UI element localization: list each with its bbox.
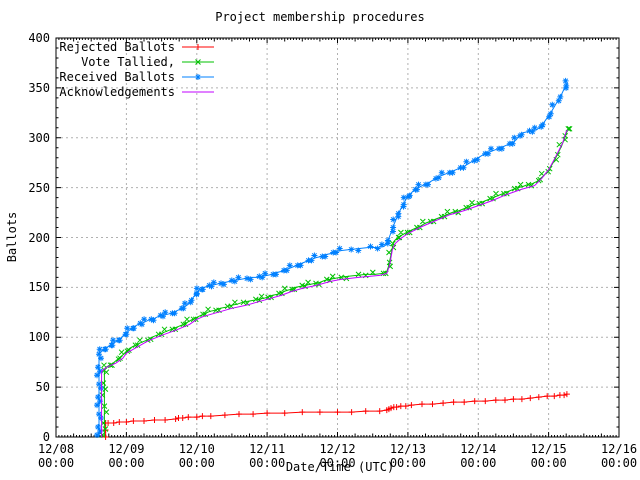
- y-tick-label: 250: [28, 180, 50, 195]
- x-tick-label: 12/15 00:00: [530, 442, 567, 470]
- legend-item: Acknowledgements: [57, 84, 215, 99]
- series-received-ballots: [94, 77, 570, 438]
- legend-item: Vote Tallied,: [57, 54, 215, 69]
- legend-label: Received Ballots: [59, 69, 175, 84]
- y-tick-label: 100: [28, 330, 50, 345]
- x-axis-label: Date/Time (UTC): [285, 460, 395, 474]
- y-tick-label: 50: [35, 380, 50, 395]
- x-tick-label: 12/13 00:00: [389, 442, 426, 470]
- series-acknowledgements: [101, 129, 569, 437]
- legend-label: Rejected Ballots: [59, 39, 175, 54]
- chart-title: Project membership procedures: [215, 10, 425, 24]
- legend-line-sample: [182, 73, 214, 80]
- legend-label: Vote Tallied,: [81, 54, 175, 69]
- x-tick-label: 12/16 00:00: [600, 442, 638, 470]
- x-tick-label: 12/09 00:00: [108, 442, 145, 470]
- y-tick-label: 350: [28, 80, 50, 95]
- legend-line-sample: [182, 58, 214, 65]
- y-tick-label: 200: [28, 230, 50, 245]
- series-rejected-ballots: [102, 391, 570, 440]
- x-tick-label: 12/14 00:00: [460, 442, 497, 470]
- y-tick-label: 300: [28, 130, 50, 145]
- legend-item: Received Ballots: [57, 69, 215, 84]
- y-tick-label: 400: [28, 31, 50, 45]
- legend-line-sample: [182, 43, 214, 50]
- x-tick-label: 12/12 00:00: [319, 442, 356, 470]
- legend-label: Acknowledgements: [59, 84, 175, 99]
- x-tick-label: 12/08 00:00: [37, 442, 75, 470]
- y-tick-label: 150: [28, 280, 50, 295]
- y-tick-label: 0: [42, 430, 50, 444]
- x-tick-label: 12/10 00:00: [178, 442, 215, 470]
- legend: Rejected Ballots Vote Tallied, Received Ba…: [57, 39, 215, 99]
- series-vote-tallied-: [99, 125, 573, 438]
- legend-line-sample: [182, 91, 214, 92]
- legend-item: Rejected Ballots: [57, 39, 215, 54]
- x-tick-label: 12/11 00:00: [249, 442, 286, 470]
